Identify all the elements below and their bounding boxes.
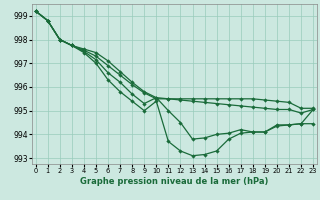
X-axis label: Graphe pression niveau de la mer (hPa): Graphe pression niveau de la mer (hPa) xyxy=(80,177,268,186)
